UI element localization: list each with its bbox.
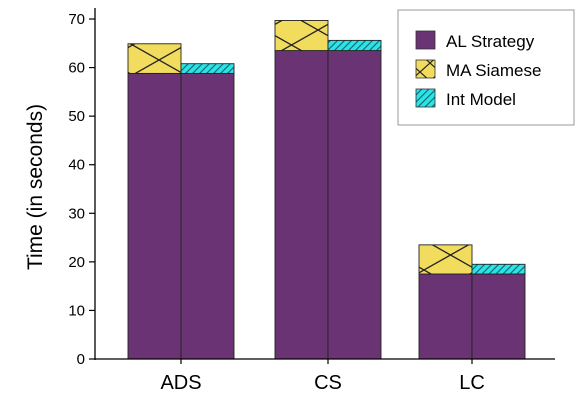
y-tick-label-60: 60 bbox=[68, 60, 85, 77]
y-tick-label-0: 0 bbox=[77, 351, 85, 368]
y-tick-label-10: 10 bbox=[68, 302, 85, 319]
x-tick-label-lc: LC bbox=[459, 372, 485, 394]
y-axis-title: Time (in seconds) bbox=[24, 104, 47, 270]
bar-ads-ma-siamese-stack-ma-siamese bbox=[127, 43, 182, 74]
legend: AL Strategy MA Siamese Int Model bbox=[397, 9, 575, 126]
y-tick-label-50: 50 bbox=[68, 108, 85, 125]
bar-ads-int-model-stack-al-strategy bbox=[180, 72, 235, 360]
bar-cs-int-model-stack-al-strategy bbox=[327, 50, 382, 360]
y-tick-label-70: 70 bbox=[68, 11, 85, 28]
bar-lc-int-model-stack-al-strategy bbox=[471, 273, 526, 360]
y-tick-label-30: 30 bbox=[68, 205, 85, 222]
y-tick-label-20: 20 bbox=[68, 254, 85, 271]
bar-lc-int-model-stack-int-model bbox=[471, 263, 526, 275]
bar-cs-int-model-stack-int-model bbox=[327, 39, 382, 52]
bar-cs-ma-siamese-stack-ma-siamese bbox=[274, 20, 329, 52]
legend-swatch-al-strategy bbox=[415, 30, 436, 50]
bar-lc-ma-siamese-stack-al-strategy bbox=[418, 273, 473, 360]
bar-ads-int-model-stack-int-model bbox=[180, 63, 235, 74]
x-tick-label-cs: CS bbox=[314, 372, 342, 394]
y-tick-label-40: 40 bbox=[68, 157, 85, 174]
y-ticks: 0 10 20 30 40 50 60 70 bbox=[68, 11, 95, 368]
bars-layer bbox=[127, 20, 526, 360]
legend-label-int-model: Int Model bbox=[446, 90, 516, 109]
bar-lc-ma-siamese-stack-ma-siamese bbox=[418, 244, 473, 275]
axes-layer bbox=[94, 8, 555, 360]
bar-ads-ma-siamese-stack-al-strategy bbox=[127, 72, 182, 360]
bar-cs-ma-siamese-stack-al-strategy bbox=[274, 50, 329, 360]
x-tick-labels: ADS CS LC bbox=[160, 359, 485, 394]
legend-swatch-ma-siamese bbox=[415, 59, 436, 79]
legend-label-al-strategy: AL Strategy bbox=[446, 32, 535, 51]
x-tick-label-ads: ADS bbox=[160, 372, 201, 394]
legend-label-ma-siamese: MA Siamese bbox=[446, 61, 541, 80]
legend-swatch-int-model bbox=[415, 88, 436, 108]
